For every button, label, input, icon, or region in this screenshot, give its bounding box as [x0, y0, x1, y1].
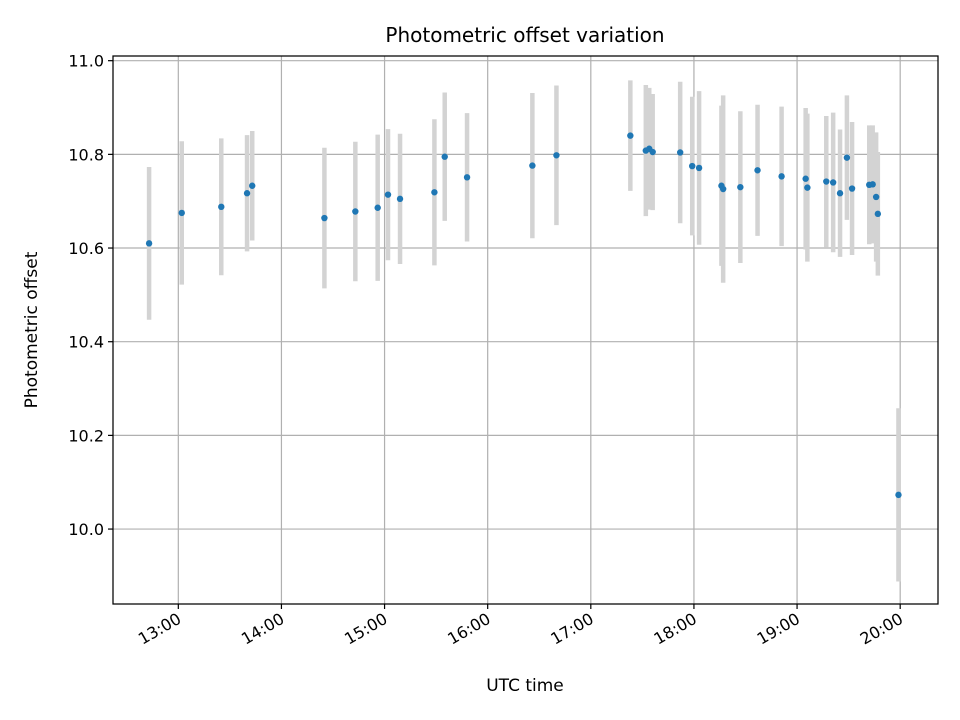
data-point — [627, 132, 634, 139]
data-point — [836, 190, 844, 197]
x-tick-label: 14:00 — [238, 609, 287, 649]
y-tick-label: 11.0 — [68, 52, 104, 71]
y-tick-label: 10.6 — [68, 239, 104, 258]
y-axis-ticks: 10.0 10.2 10.4 10.6 10.8 11.0 — [68, 52, 113, 539]
data-point — [895, 491, 902, 499]
data-point — [737, 183, 744, 191]
data-point — [872, 193, 880, 201]
data-point — [848, 185, 856, 192]
data-point — [145, 240, 153, 247]
data-point — [463, 174, 471, 181]
data-point — [431, 189, 438, 196]
x-tick-label: 19:00 — [754, 609, 803, 649]
x-axis-title: UTC time — [486, 676, 564, 696]
grid — [113, 56, 938, 604]
data-point — [874, 210, 882, 218]
data-point — [843, 154, 851, 161]
data-point — [352, 208, 359, 215]
data-point — [441, 153, 448, 160]
y-tick-label: 10.4 — [68, 333, 104, 352]
data-point — [321, 214, 328, 222]
data-points — [145, 132, 902, 499]
data-point — [243, 190, 251, 197]
data-point — [823, 178, 830, 185]
y-tick-label: 10.0 — [68, 520, 104, 539]
x-tick-label: 18:00 — [651, 609, 700, 649]
data-point — [374, 204, 381, 211]
plot-area-frame — [112, 55, 939, 605]
data-point — [384, 191, 392, 198]
data-point — [249, 182, 256, 189]
x-tick-label: 13:00 — [135, 609, 184, 649]
x-tick-label: 16:00 — [444, 609, 493, 649]
x-axis-ticks: 13:00 14:00 15:00 16:00 17:00 18:00 19:00 20:00 — [135, 604, 906, 649]
data-point — [719, 185, 727, 193]
x-tick-label: 17:00 — [547, 609, 596, 649]
data-point — [178, 209, 185, 217]
data-point — [529, 162, 536, 169]
data-point — [804, 184, 811, 191]
data-point — [778, 173, 785, 180]
data-point — [695, 164, 703, 172]
data-point — [553, 152, 560, 159]
y-tick-label: 10.2 — [68, 426, 104, 445]
data-point — [676, 149, 684, 156]
chart-title: Photometric offset variation — [385, 23, 664, 47]
data-point — [802, 175, 809, 182]
y-axis-title: Photometric offset — [22, 251, 42, 408]
y-tick-label: 10.8 — [68, 145, 104, 164]
data-point — [396, 195, 404, 203]
data-point — [754, 167, 761, 174]
error-bars — [146, 80, 901, 582]
x-tick-label: 20:00 — [857, 609, 906, 649]
x-tick-label: 15:00 — [341, 609, 390, 649]
data-point — [689, 162, 696, 170]
data-point — [829, 179, 837, 186]
data-point — [869, 181, 876, 188]
data-point — [218, 203, 225, 211]
data-point — [649, 148, 656, 156]
